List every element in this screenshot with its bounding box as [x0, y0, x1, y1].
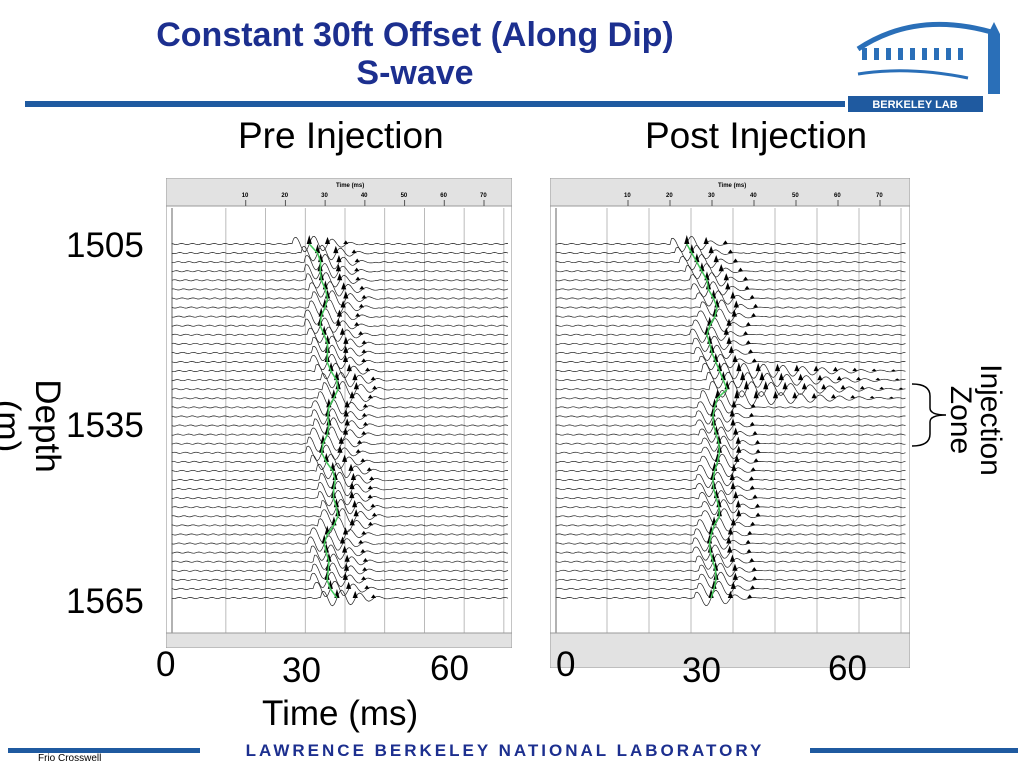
panel-tick-label: 70: [480, 193, 487, 199]
slide-title: Constant 30ft Offset (Along Dip): [156, 16, 674, 54]
panel-tick-label: 50: [401, 193, 408, 199]
panel-tick-label: 40: [750, 193, 757, 199]
post-injection-seismogram: Time (ms) 10 20 30 40 50 60 70: [550, 178, 910, 668]
post-time-tick-0: 0: [556, 645, 576, 684]
slide-credit: Frio Crosswell: [38, 753, 102, 764]
panel-tick-label: 70: [876, 193, 883, 199]
post-time-tick-30: 30: [682, 651, 721, 690]
footer-lab-name: LAWRENCE BERKELEY NATIONAL LABORATORY: [200, 741, 810, 761]
post-panel-axis-title: Time (ms): [718, 183, 746, 189]
slide-subtitle: S-wave: [356, 54, 474, 92]
logo-text: BERKELEY LAB: [872, 99, 957, 111]
depth-tick-1505: 1505: [66, 226, 144, 265]
panel-tick-label: 10: [242, 193, 249, 199]
panel-tick-label: 20: [666, 193, 673, 199]
panel-tick-label: 20: [281, 193, 288, 199]
panel-tick-label: 60: [834, 193, 841, 199]
pre-time-tick-30: 30: [282, 651, 321, 690]
panel-tick-label: 60: [440, 193, 447, 199]
berkeley-lab-logo: BERKELEY LAB: [848, 21, 1000, 112]
injection-zone-label: Injection Zone: [944, 364, 1007, 476]
panel-tick-label: 30: [708, 193, 715, 199]
pre-time-tick-60: 60: [430, 649, 469, 688]
pre-time-tick-0: 0: [156, 645, 176, 684]
panel-tick-label: 40: [361, 193, 368, 199]
pre-panel-axis-title: Time (ms): [336, 183, 364, 189]
depth-tick-1565: 1565: [66, 582, 144, 621]
title-underline-bar: [25, 101, 845, 107]
injection-zone-bracket: [911, 383, 947, 447]
time-axis-label: Time (ms): [262, 694, 419, 733]
panel-tick-label: 30: [321, 193, 328, 199]
post-time-tick-60: 60: [828, 649, 867, 688]
depth-axis-label: Depth (m): [0, 379, 67, 473]
pre-injection-heading: Pre Injection: [238, 115, 444, 156]
pre-injection-seismogram: Time (ms) 10 20 30 40 50 60 70: [166, 178, 512, 648]
depth-tick-1535: 1535: [66, 406, 144, 445]
panel-tick-label: 50: [792, 193, 799, 199]
post-injection-heading: Post Injection: [645, 115, 868, 156]
panel-tick-label: 10: [624, 193, 631, 199]
